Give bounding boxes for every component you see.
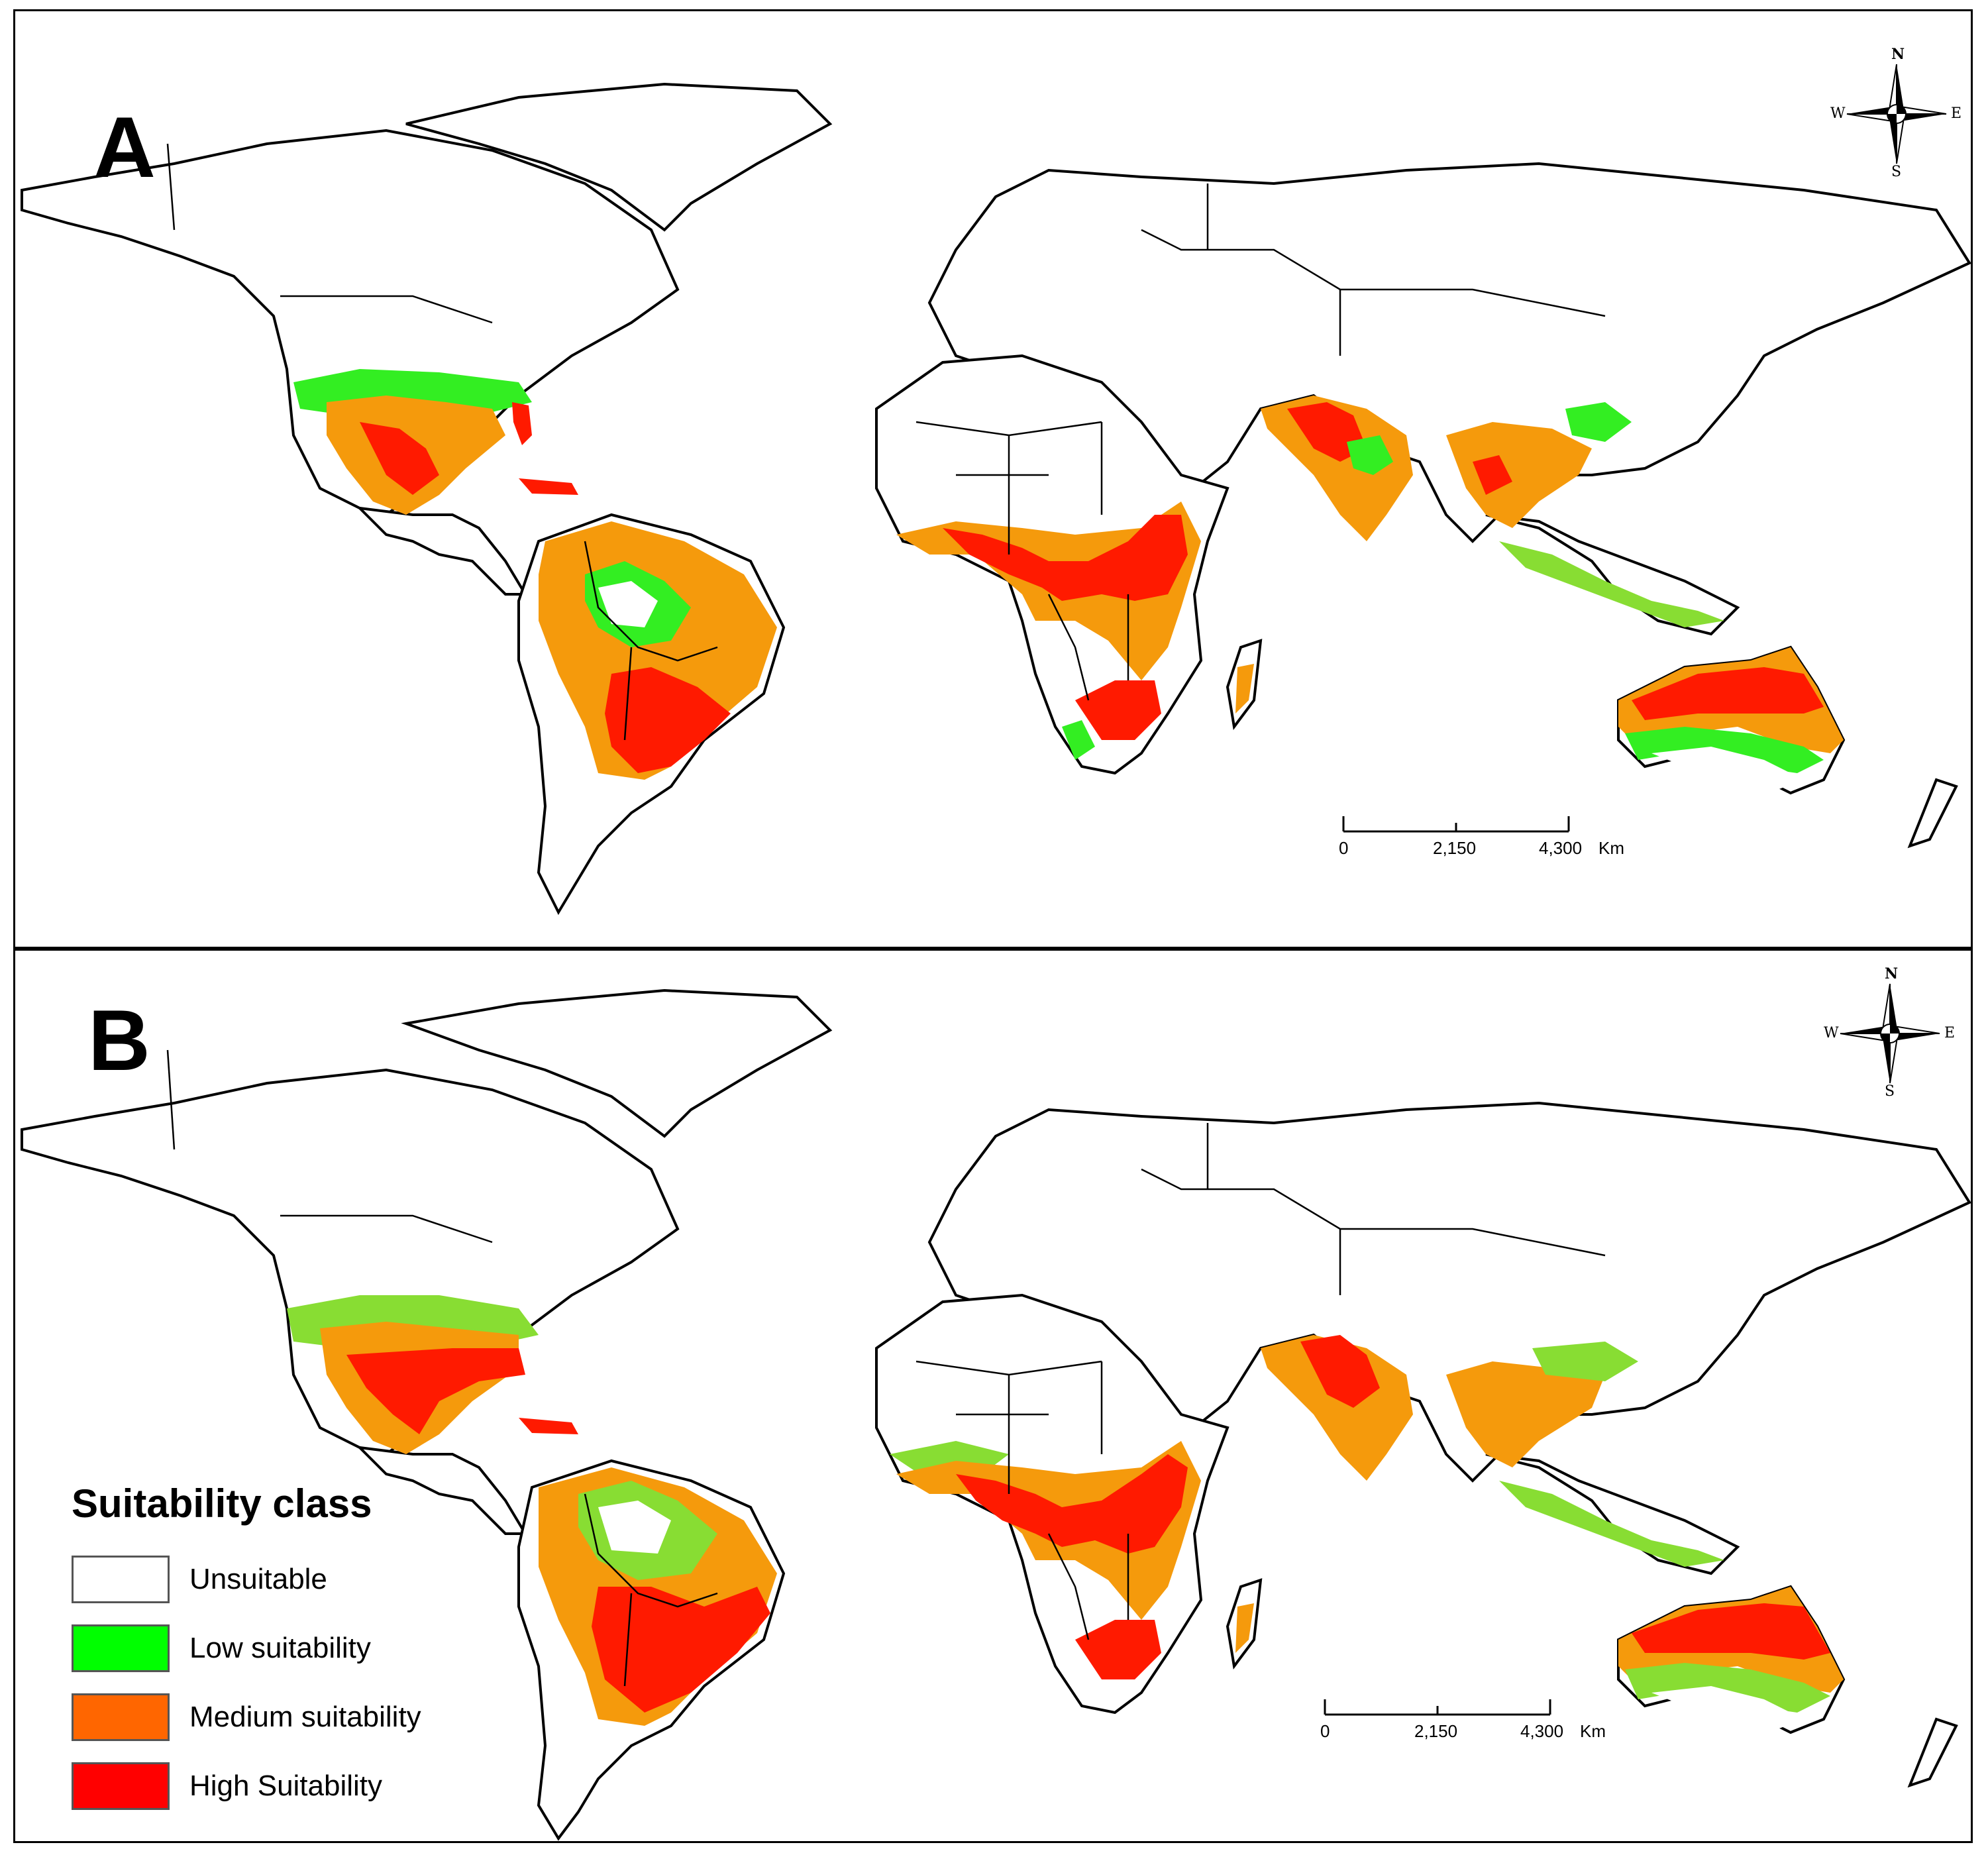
legend-swatch-high <box>72 1762 170 1810</box>
india-high <box>1300 1335 1380 1408</box>
legend-item-high: High Suitability <box>72 1752 496 1821</box>
legend-label: Low suitability <box>189 1632 371 1664</box>
scale-unit: Km <box>1580 1721 1606 1741</box>
compass-n: N <box>1891 46 1905 63</box>
australia-high <box>1632 667 1824 720</box>
compass-icon <box>1846 64 1947 164</box>
sa-white-gaps <box>598 581 658 627</box>
africa-south-high <box>1075 680 1161 740</box>
greenland <box>401 988 833 1138</box>
legend-label: High Suitability <box>189 1770 383 1802</box>
indonesia-mix <box>1499 541 1724 627</box>
se-asia-medium <box>1446 1361 1605 1467</box>
map-panel-b: B N S W E 0 2,150 4,300 Km Suitability c… <box>13 949 1973 1843</box>
legend: Suitability class Unsuitable Low suitabi… <box>72 1481 496 1821</box>
scale-bar: 0 2,150 4,300 Km <box>1339 806 1645 866</box>
legend-item-unsuitable: Unsuitable <box>72 1545 496 1614</box>
caribbean-high <box>519 478 578 495</box>
country-borders <box>166 1049 1606 1687</box>
legend-swatch-unsuitable <box>72 1556 170 1603</box>
se-asia-medium <box>1446 422 1592 528</box>
scale-tick-2: 4,300 <box>1520 1721 1564 1741</box>
florida-high <box>512 402 532 445</box>
africa-high <box>956 1454 1188 1554</box>
na-high <box>346 1348 525 1434</box>
india-low <box>1347 435 1393 475</box>
compass-e: E <box>1944 1025 1956 1041</box>
central-america <box>356 506 528 596</box>
legend-swatch-low <box>72 1624 170 1672</box>
se-asia-high <box>1473 455 1512 495</box>
australia-white-interior <box>1651 1686 1804 1729</box>
compass-e: E <box>1951 105 1962 122</box>
scale-tick-1: 2,150 <box>1433 838 1477 858</box>
legend-title: Suitability class <box>72 1481 372 1526</box>
compass-s: S <box>1891 164 1902 180</box>
india-medium <box>1261 1335 1413 1481</box>
compass-rose: N S W E <box>1830 46 1963 180</box>
sa-high <box>592 1587 770 1713</box>
legend-item-low: Low suitability <box>72 1614 496 1683</box>
suitability-overlay <box>287 1295 1844 1729</box>
sa-white-gaps <box>598 1501 671 1554</box>
suitability-overlay <box>293 369 1844 790</box>
scale-bar-line <box>1342 816 1570 833</box>
new-zealand <box>1907 1717 1958 1788</box>
se-asia-low <box>1565 402 1632 442</box>
compass-w: W <box>1824 1025 1839 1041</box>
india-medium <box>1261 396 1413 541</box>
panel-label-a: A <box>93 99 156 195</box>
compass-rose: N S W E <box>1824 965 1956 1100</box>
africa-south-low <box>1062 720 1095 760</box>
na-high <box>360 422 439 495</box>
caribbean-high <box>519 1418 578 1434</box>
landmasses <box>21 82 1971 916</box>
sa-high <box>605 667 731 773</box>
compass-w: W <box>1830 105 1846 122</box>
scale-tick-2: 4,300 <box>1539 838 1583 858</box>
country-borders <box>166 143 1606 741</box>
scale-bar-line <box>1324 1699 1551 1716</box>
africa-high <box>943 515 1188 601</box>
world-map-a <box>21 82 1971 916</box>
se-asia-low <box>1532 1342 1638 1381</box>
legend-item-medium: Medium suitability <box>72 1683 496 1752</box>
scale-tick-0: 0 <box>1339 838 1349 858</box>
compass-icon <box>1840 983 1940 1084</box>
australia-white-interior <box>1651 747 1804 790</box>
central-america <box>356 1446 528 1535</box>
new-zealand <box>1907 778 1958 849</box>
legend-label: Unsuitable <box>189 1563 327 1595</box>
compass-n: N <box>1885 965 1899 982</box>
australia-high <box>1632 1603 1830 1660</box>
greenland <box>405 82 833 232</box>
world-map-b <box>21 988 1971 1841</box>
australia-low <box>1625 1663 1830 1713</box>
scale-tick-1: 2,150 <box>1414 1721 1458 1741</box>
india-high <box>1287 402 1367 462</box>
madagascar-medium <box>1235 664 1254 714</box>
madagascar-medium <box>1235 1603 1254 1653</box>
scale-bar: 0 2,150 4,300 Km <box>1320 1689 1626 1749</box>
africa-south-high <box>1075 1620 1161 1679</box>
scale-tick-0: 0 <box>1320 1721 1330 1741</box>
legend-label: Medium suitability <box>189 1701 421 1733</box>
scale-unit: Km <box>1598 838 1624 858</box>
compass-s: S <box>1885 1083 1895 1100</box>
legend-swatch-medium <box>72 1693 170 1741</box>
map-panel-a: A N S W E 0 2,150 4,300 Km <box>13 9 1973 949</box>
indonesia-mix <box>1499 1481 1724 1567</box>
panel-label-b: B <box>88 992 150 1088</box>
